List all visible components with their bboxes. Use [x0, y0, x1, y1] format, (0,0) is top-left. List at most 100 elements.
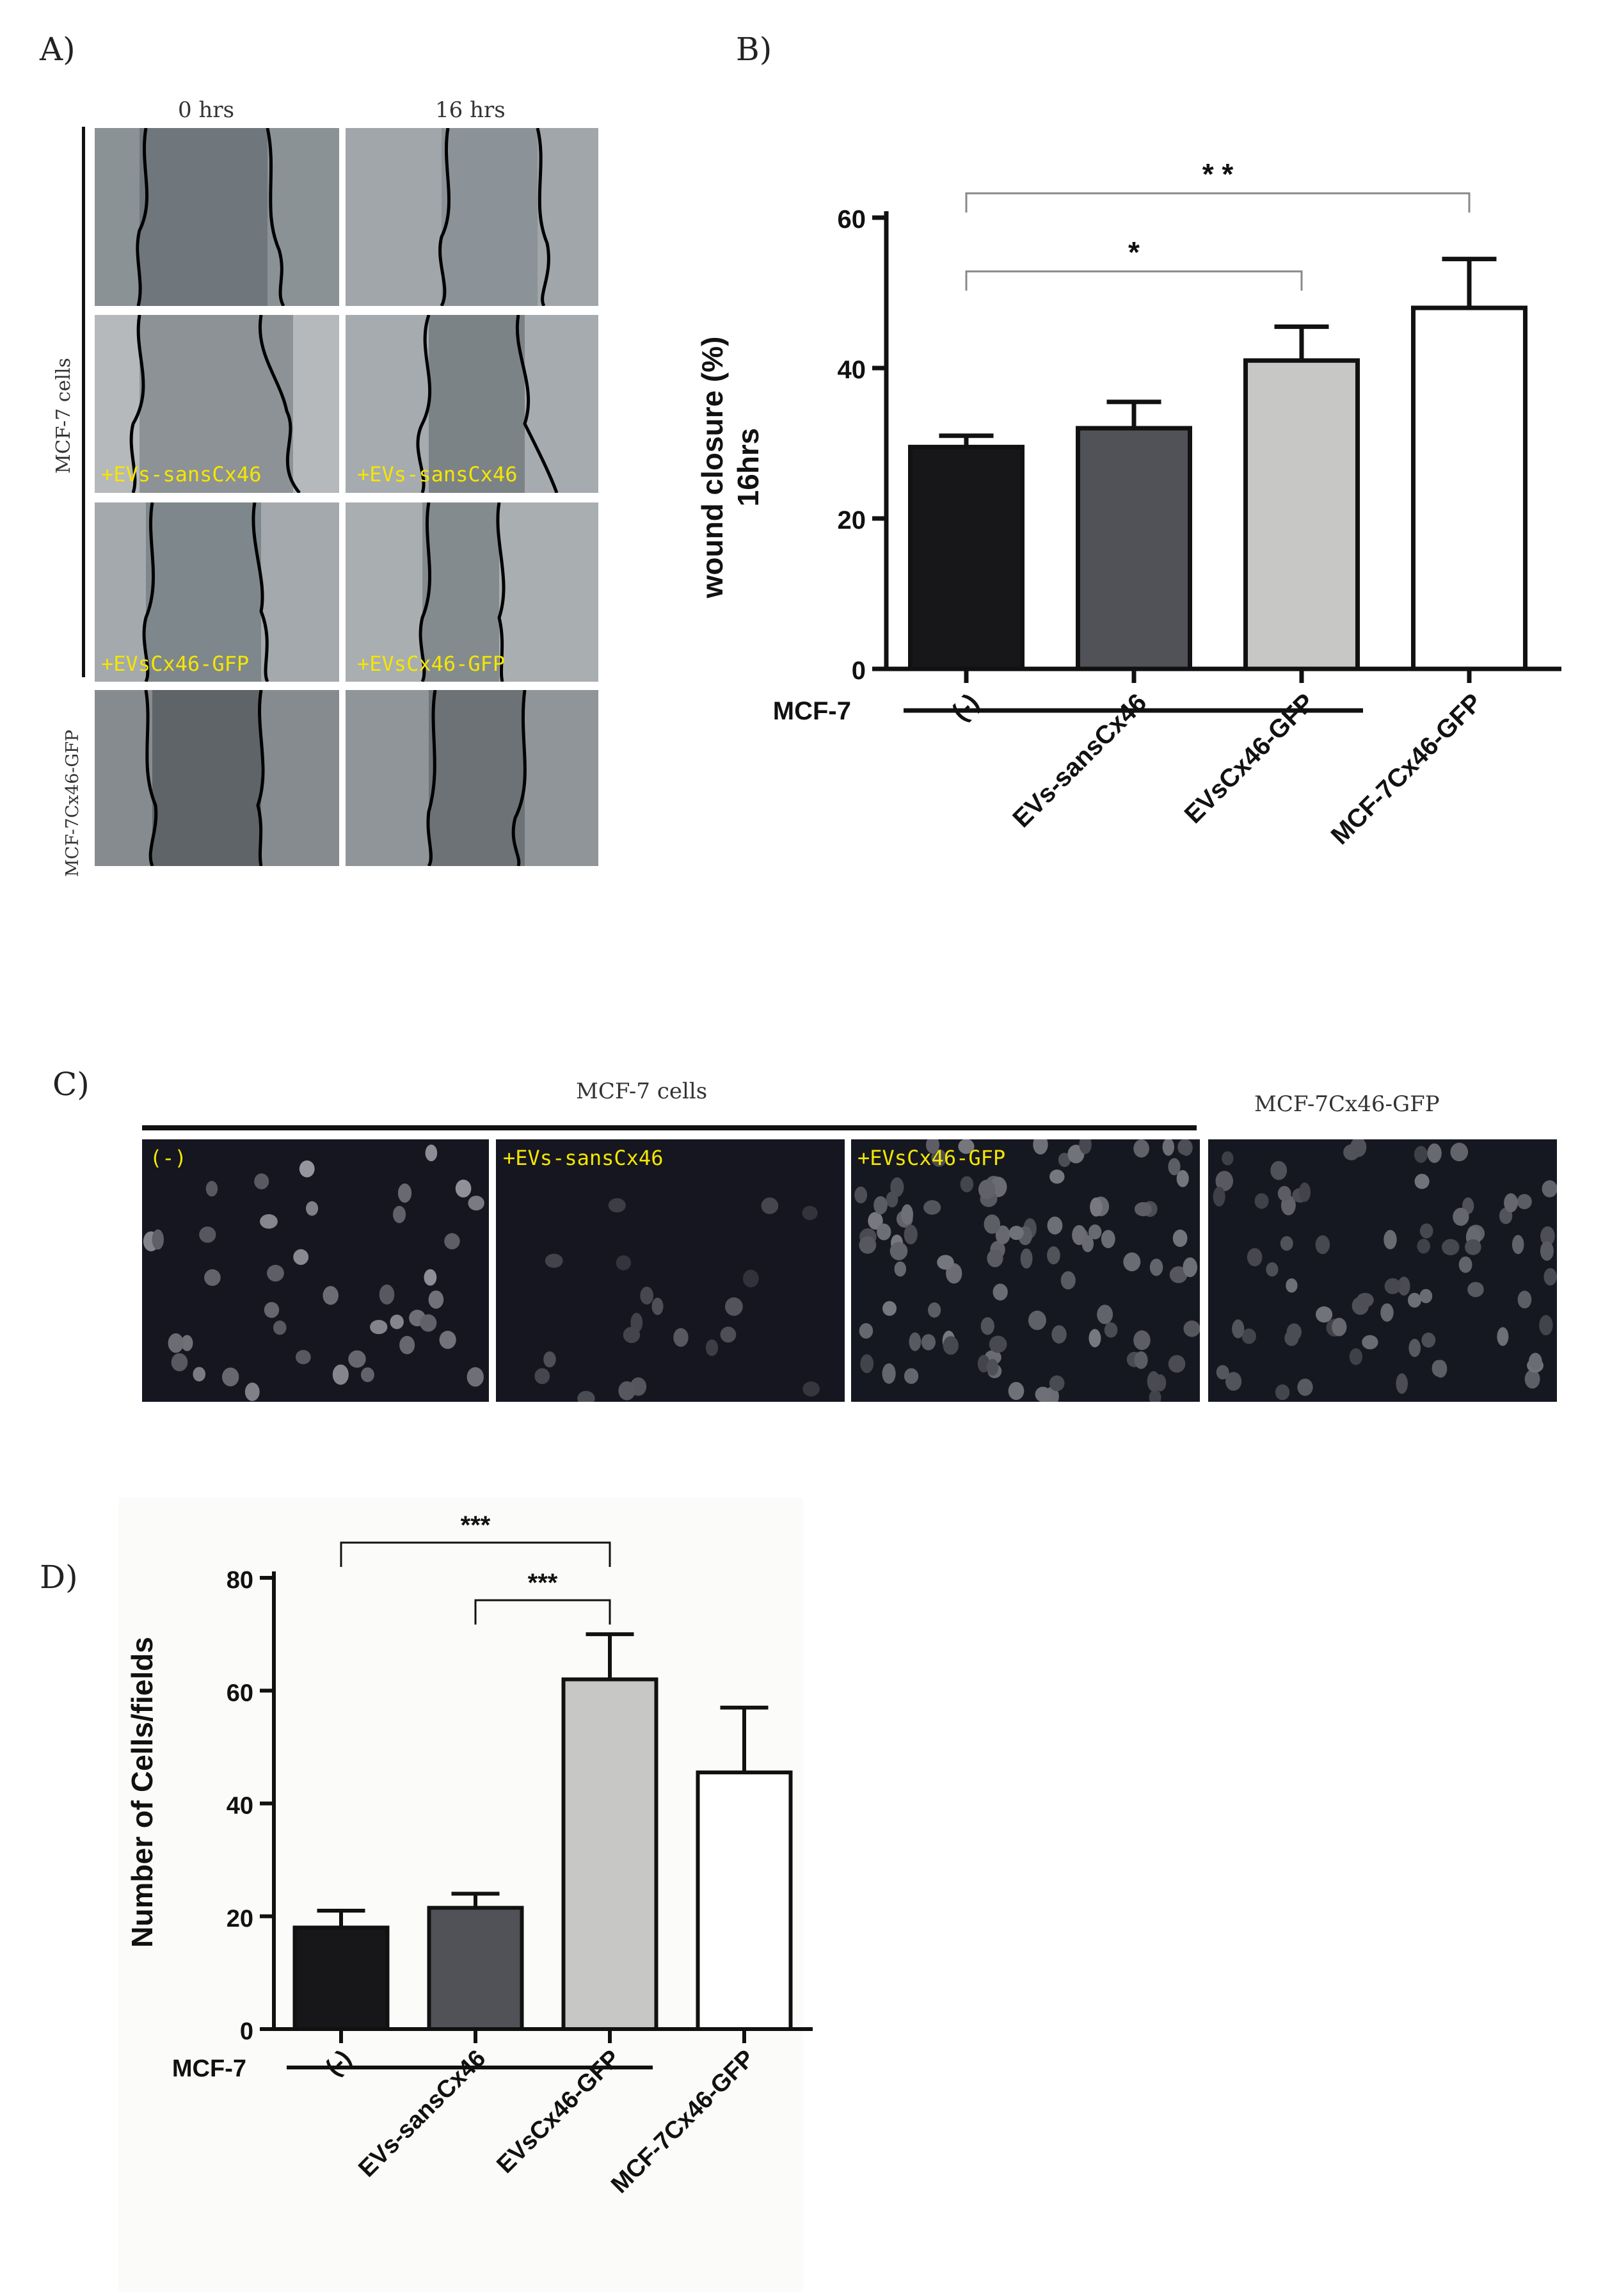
nucleus — [1222, 1151, 1234, 1166]
nucleus — [1277, 1185, 1291, 1201]
nucleus — [1134, 1201, 1152, 1217]
nucleus — [1517, 1194, 1532, 1210]
nucleus — [877, 1223, 891, 1240]
nucleus — [608, 1198, 626, 1213]
nucleus — [923, 1200, 941, 1215]
nucleus — [1419, 1223, 1433, 1239]
nucleus — [873, 1196, 888, 1215]
bar — [908, 444, 1025, 671]
nucleus — [1049, 1375, 1065, 1392]
nucleus — [618, 1381, 635, 1401]
bar — [292, 1925, 390, 2031]
nucleus — [1467, 1281, 1484, 1297]
overlay-label-control: (-) — [150, 1146, 187, 1170]
nucleus — [1241, 1328, 1256, 1344]
nucleus — [1254, 1193, 1269, 1209]
nucleus — [1280, 1236, 1293, 1251]
micrograph-Cx46GFP-0hrs — [95, 502, 339, 682]
nucleus — [802, 1205, 818, 1221]
bar — [696, 1770, 793, 2031]
nucleus — [1183, 1257, 1197, 1278]
nucleus — [724, 1297, 743, 1316]
nucleus — [1172, 1229, 1188, 1248]
nucleus — [390, 1314, 404, 1329]
nucleus — [1419, 1288, 1433, 1303]
nucleus — [1008, 1381, 1025, 1401]
nucleus — [1028, 1310, 1046, 1330]
nucleus — [860, 1354, 874, 1374]
panel-label-d: D) — [40, 1559, 78, 1596]
nucleus — [1350, 1139, 1367, 1157]
overlay-label-sansCx46-0hrs: +EVs-sansCx46 — [101, 462, 262, 486]
nucleus — [360, 1367, 374, 1383]
nucleus — [673, 1328, 689, 1347]
significance-bracket — [965, 270, 1303, 291]
nucleus — [1315, 1235, 1330, 1255]
nucleus — [1033, 1139, 1048, 1155]
nucleus — [1177, 1139, 1191, 1155]
nucleus — [1216, 1365, 1229, 1380]
nucleus — [1081, 1235, 1094, 1253]
panel-c-header-mcf7cx46: MCF-7Cx46-GFP — [1254, 1091, 1440, 1117]
nucleus — [1123, 1252, 1141, 1272]
nucleus — [1047, 1216, 1063, 1235]
nucleus — [1225, 1372, 1242, 1391]
nucleus — [616, 1255, 632, 1271]
nucleus — [1380, 1303, 1394, 1322]
nucleus — [425, 1144, 438, 1162]
nucleus — [397, 1183, 412, 1203]
nucleus — [168, 1333, 184, 1353]
nucleus — [1450, 1143, 1469, 1162]
nucleus — [420, 1314, 437, 1332]
nucleus — [306, 1201, 319, 1216]
nucleus — [859, 1323, 873, 1339]
overlay-label-Cx46GFP-0hrs: +EVsCx46-GFP — [101, 652, 250, 676]
nucleus — [958, 1139, 975, 1154]
nucleus — [1356, 1292, 1374, 1308]
nucleus — [1049, 1169, 1065, 1184]
significance-bracket — [340, 1541, 611, 1567]
nucleus — [1286, 1278, 1298, 1293]
y-tick-label: 0 — [240, 2018, 253, 2045]
nucleus — [705, 1339, 719, 1356]
panel-c-group-line — [142, 1125, 1197, 1130]
nucleus — [1133, 1139, 1149, 1158]
nucleus — [1149, 1390, 1161, 1402]
nucleus — [428, 1290, 444, 1309]
nucleus — [904, 1224, 918, 1245]
nucleus — [193, 1367, 206, 1382]
nucleus — [273, 1320, 287, 1335]
nucleus — [1408, 1292, 1421, 1308]
col-header-16hrs: 16 hrs — [435, 97, 506, 123]
nucleus — [882, 1363, 896, 1384]
nucleus — [1540, 1241, 1554, 1261]
nucleus — [1432, 1360, 1446, 1377]
nucleus — [1414, 1146, 1428, 1163]
col-header-0hrs: 0 hrs — [178, 97, 235, 123]
nucleus — [1543, 1268, 1557, 1286]
nucleus — [989, 1335, 1007, 1353]
nucleus — [393, 1205, 406, 1223]
nucleus — [1213, 1186, 1225, 1207]
nucleus — [987, 1249, 1003, 1267]
nucleus — [1540, 1226, 1555, 1246]
nucleus — [1089, 1224, 1102, 1240]
nucleus — [1524, 1369, 1540, 1389]
nucleus — [1284, 1330, 1299, 1346]
panel-label-a: A) — [40, 31, 76, 68]
nucleus — [1427, 1143, 1442, 1163]
overlay-label-sansCx46-16hrs: +EVs-sansCx46 — [357, 462, 518, 486]
nucleus — [1458, 1256, 1472, 1273]
nucleus — [332, 1364, 349, 1385]
y-tick-label: 20 — [838, 506, 866, 534]
nucleus — [1134, 1351, 1148, 1369]
nucleus — [859, 1236, 877, 1254]
nucleus — [640, 1287, 654, 1305]
nucleus — [1316, 1306, 1333, 1323]
significance-label: * — [1128, 236, 1140, 269]
nucleus — [260, 1214, 278, 1229]
nucleus — [299, 1160, 315, 1178]
nucleus — [1149, 1258, 1163, 1276]
nucleus — [267, 1264, 284, 1282]
